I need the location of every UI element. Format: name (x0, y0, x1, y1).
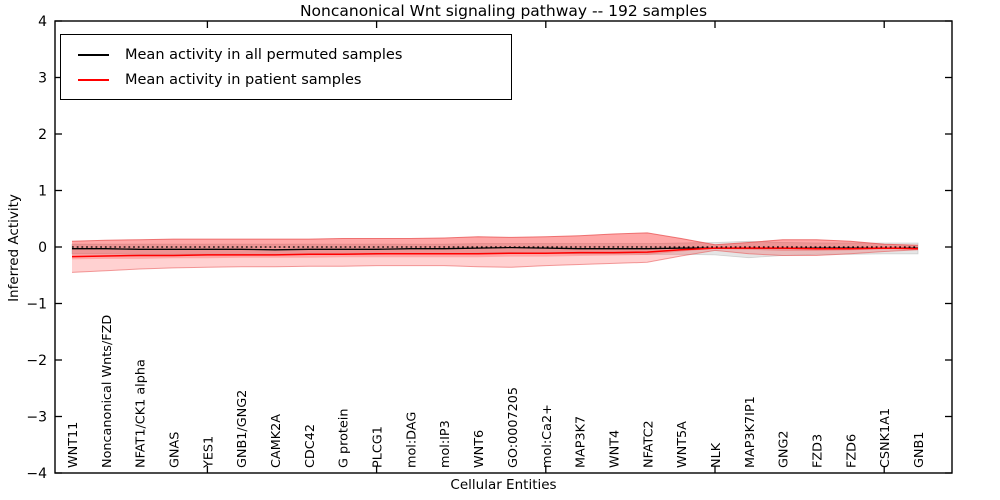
y-tick-label: 0 (38, 240, 47, 256)
y-tick-label: 4 (38, 14, 47, 30)
x-tick-label: YES1 (201, 436, 216, 469)
y-tick-label: −2 (26, 353, 47, 369)
x-tick-label: WNT4 (607, 430, 622, 468)
x-tick-label: WNT5A (675, 421, 690, 468)
x-tick-label: NLK (709, 442, 724, 468)
x-tick-label: NFAT1/CK1 alpha (134, 359, 149, 468)
y-tick-label: 3 (38, 71, 47, 87)
x-tick-label: MAP3K7 (574, 416, 589, 468)
x-tick-label: MAP3K7IP1 (743, 396, 758, 468)
x-tick-label: GNB1 (912, 432, 927, 468)
y-tick-label: 2 (38, 127, 47, 143)
x-tick-label: CDC42 (303, 424, 318, 468)
y-tick-label: −1 (26, 297, 47, 313)
x-tick-label: PLCG1 (371, 426, 386, 468)
x-tick-label: GNG2 (777, 430, 792, 468)
x-tick-label: mol:Ca2+ (540, 404, 555, 468)
x-tick-label: GO:0007205 (506, 387, 521, 468)
x-tick-label: GNAS (168, 432, 183, 468)
legend: Mean activity in all permuted samples Me… (60, 34, 512, 100)
y-tick-label: 1 (38, 184, 47, 200)
x-tick-label: GNB1/GNG2 (235, 390, 250, 468)
x-tick-label: mol:IP3 (438, 420, 453, 468)
legend-item-permuted: Mean activity in all permuted samples (61, 42, 511, 67)
x-tick-label: FZD6 (844, 434, 859, 468)
legend-label-patient: Mean activity in patient samples (125, 71, 362, 88)
y-tick-label: −4 (26, 466, 47, 482)
legend-label-permuted: Mean activity in all permuted samples (125, 46, 403, 63)
x-axis-label: Cellular Entities (450, 477, 557, 493)
y-axis-label: Inferred Activity (6, 194, 22, 302)
y-tick-label: −3 (26, 410, 47, 426)
patient-mean-line (71, 247, 919, 258)
permuted-line-swatch (78, 53, 109, 56)
x-tick-label: FZD3 (810, 434, 825, 468)
x-tick-label: mol:DAG (404, 412, 419, 468)
x-tick-label: CSNK1A1 (878, 408, 893, 468)
x-tick-label: CAMK2A (269, 414, 284, 468)
x-tick-label: WNT11 (66, 422, 81, 468)
chart-title: Noncanonical Wnt signaling pathway -- 19… (299, 2, 708, 20)
x-tick-label: NFATC2 (641, 420, 656, 468)
patient-line-swatch (78, 78, 109, 81)
patient-band-upper-edge (71, 232, 919, 246)
patient-band-outer (72, 232, 918, 273)
x-tick-label: G protein (337, 409, 352, 468)
legend-item-patient: Mean activity in patient samples (61, 67, 511, 92)
patient-band-lower-edge (71, 249, 919, 273)
x-tick-label: WNT6 (472, 430, 487, 468)
x-tick-label: Noncanonical Wnts/FZD (100, 315, 115, 468)
